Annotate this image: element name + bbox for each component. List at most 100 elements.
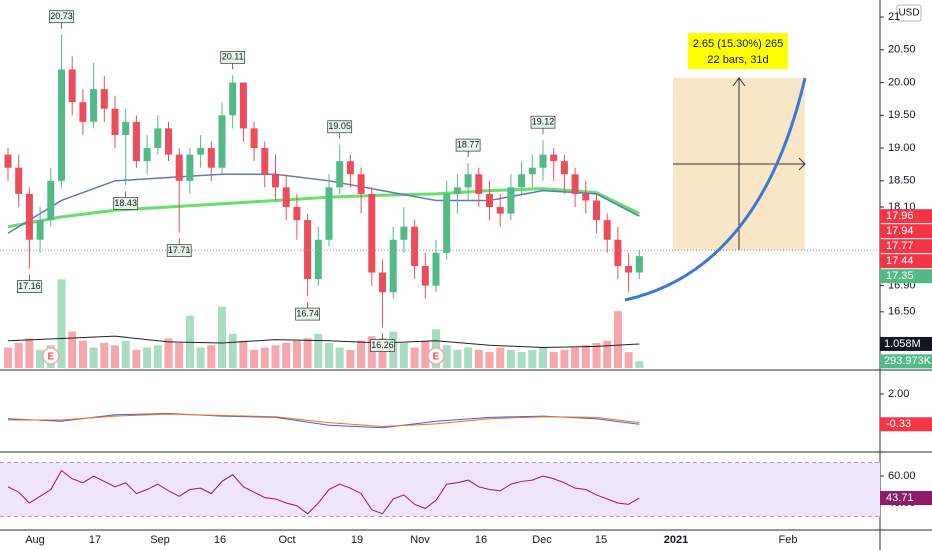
candle-body [571,174,579,194]
candle-body [122,121,130,135]
x-tick-label: 2021 [664,534,688,546]
event-label: E [433,352,440,363]
volume-bar [517,352,526,368]
candle-body [90,89,98,122]
volume-bar [25,338,34,368]
measure-bars: 22 bars, 31d [707,54,768,66]
annotation-label: 17.16 [18,281,41,291]
price-marker-label: 17.35 [886,270,914,282]
candle-body [68,69,76,103]
candle-body [379,272,386,293]
candle-body [453,187,461,194]
annotation-label: 20.11 [222,52,244,62]
volume-bar [635,361,644,368]
volume-bar [111,345,119,368]
volume-bar [474,349,483,368]
volume-bar [592,343,601,368]
candle-body [475,174,483,194]
price-marker-label: 17.96 [886,210,914,222]
candle-body [389,239,397,293]
x-tick-label: 15 [595,534,607,546]
volume-bar [4,347,12,368]
event-icon [427,347,445,365]
candle-body [325,187,333,240]
y-tick-label: 16.50 [888,306,916,318]
volume-bar [335,347,344,368]
volume-bar [228,333,237,368]
candle-body [132,121,140,162]
price-marker [880,224,932,239]
candle-body [336,161,344,188]
volume-bar [367,336,376,368]
x-tick-label: 17 [89,534,101,546]
volume-bar [410,347,419,368]
macd-tick-label: 2.00 [888,388,909,400]
macd-line [7,412,640,429]
annotation-label: 16.74 [296,308,319,318]
candle-body [111,108,119,135]
volume-bar [378,338,387,368]
candle-body [47,180,55,221]
volume-bar [121,340,130,368]
volume-bar [57,279,66,368]
volume-bar [453,349,462,368]
candle-body [79,102,87,122]
candle-body [207,148,215,168]
volume-bar [442,345,451,368]
candle-body [197,148,205,155]
x-tick-label: Dec [532,534,552,546]
volume-bar [303,338,312,368]
price-marker-label: 17.44 [886,255,914,267]
volume-bar [292,340,301,368]
candle-body [58,69,65,181]
candle-body [229,82,237,116]
volume-bar [549,352,558,368]
candle-body [421,265,429,286]
measure-label: 2.65 (15.30%) 265 [693,38,784,50]
annotation-label: 19.05 [328,121,351,131]
volume-marker [880,336,932,351]
volume-bar [260,347,269,368]
volume-bar [89,347,98,368]
y-tick-label: 19.50 [888,109,916,121]
candle-body [250,128,258,149]
macd-marker-label: -0.33 [886,418,911,430]
candle-body [507,187,515,214]
x-tick-label: Feb [779,534,798,546]
volume-bar [207,345,216,368]
y-tick-label: 18.50 [888,175,916,187]
annotation-box [49,10,74,24]
candle-body [293,207,301,221]
x-tick-label: 19 [351,534,363,546]
candle-body [528,167,536,175]
candle-body [539,154,547,168]
volume-bar [560,349,569,368]
rsi-tick-label: 60.00 [888,470,916,482]
price-marker [880,209,932,224]
volume-bar [218,306,226,368]
price-marker [880,239,932,254]
volume-bar [153,345,162,368]
candle-body [261,148,269,175]
x-tick-label: 16 [475,534,487,546]
volume-bar [464,347,473,368]
volume-bar [314,333,323,368]
candle-body [272,174,279,188]
candle-body [625,265,633,273]
currency-box [896,4,922,22]
annotation-label: 18.43 [114,198,137,208]
candle-body [154,128,162,149]
volume-bar [571,347,580,368]
candle-body [603,220,611,240]
candle-body [346,161,354,175]
volume-bar [196,347,205,368]
rsi-line [7,469,640,515]
annotation-label: 16.26 [371,340,394,350]
volume-bar [506,349,515,368]
annotation-label: 20.73 [50,11,73,21]
volume-marker-label: 293.973K [884,355,932,367]
candle-body [15,167,23,194]
volume-bar [539,347,547,368]
volume-bar [239,340,248,368]
